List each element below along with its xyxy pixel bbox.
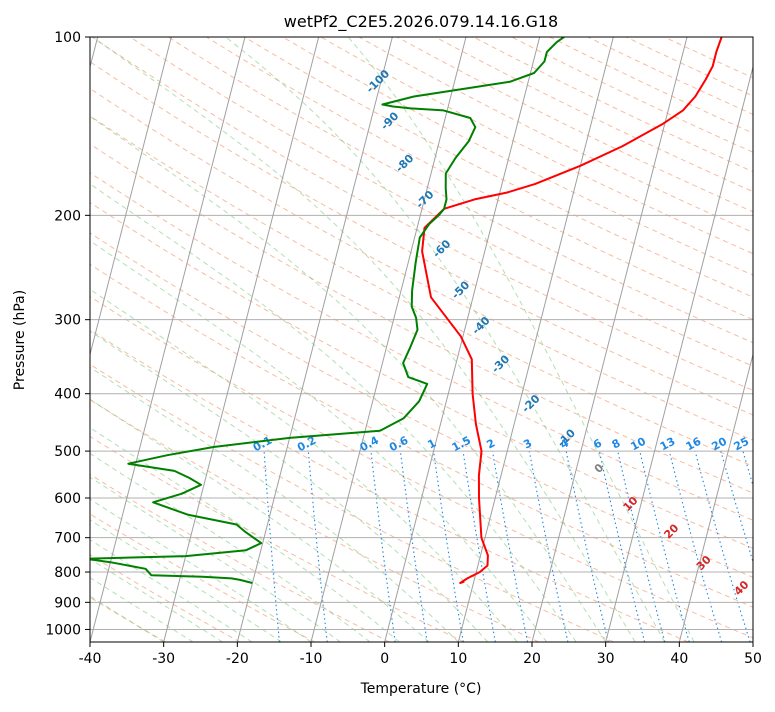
y-tick-label: 600 [54,491,81,507]
x-tick-label: 0 [380,651,389,667]
y-tick-label: 400 [54,387,81,403]
x-tick-label: -30 [152,651,175,667]
x-tick-label: 30 [597,651,615,667]
x-tick-label: -20 [226,651,249,667]
x-tick-label: 10 [449,651,467,667]
x-tick-label: -40 [79,651,102,667]
y-axis-label: Pressure (hPa) [12,290,28,390]
y-tick-label: 1000 [45,622,81,638]
x-tick-label: -10 [300,651,323,667]
y-tick-label: 800 [54,565,81,581]
x-axis-label: Temperature (°C) [360,681,482,697]
chart-title: wetPf2_C2E5.2026.079.14.16.G18 [284,12,558,32]
y-tick-label: 700 [54,531,81,547]
y-tick-label: 300 [54,313,81,329]
y-tick-label: 200 [54,208,81,224]
x-tick-label: 20 [523,651,541,667]
x-tick-label: 40 [670,651,688,667]
y-tick-label: 100 [54,30,81,46]
x-tick-label: 50 [744,651,762,667]
y-tick-label: 500 [54,444,81,460]
y-tick-label: 900 [54,595,81,611]
